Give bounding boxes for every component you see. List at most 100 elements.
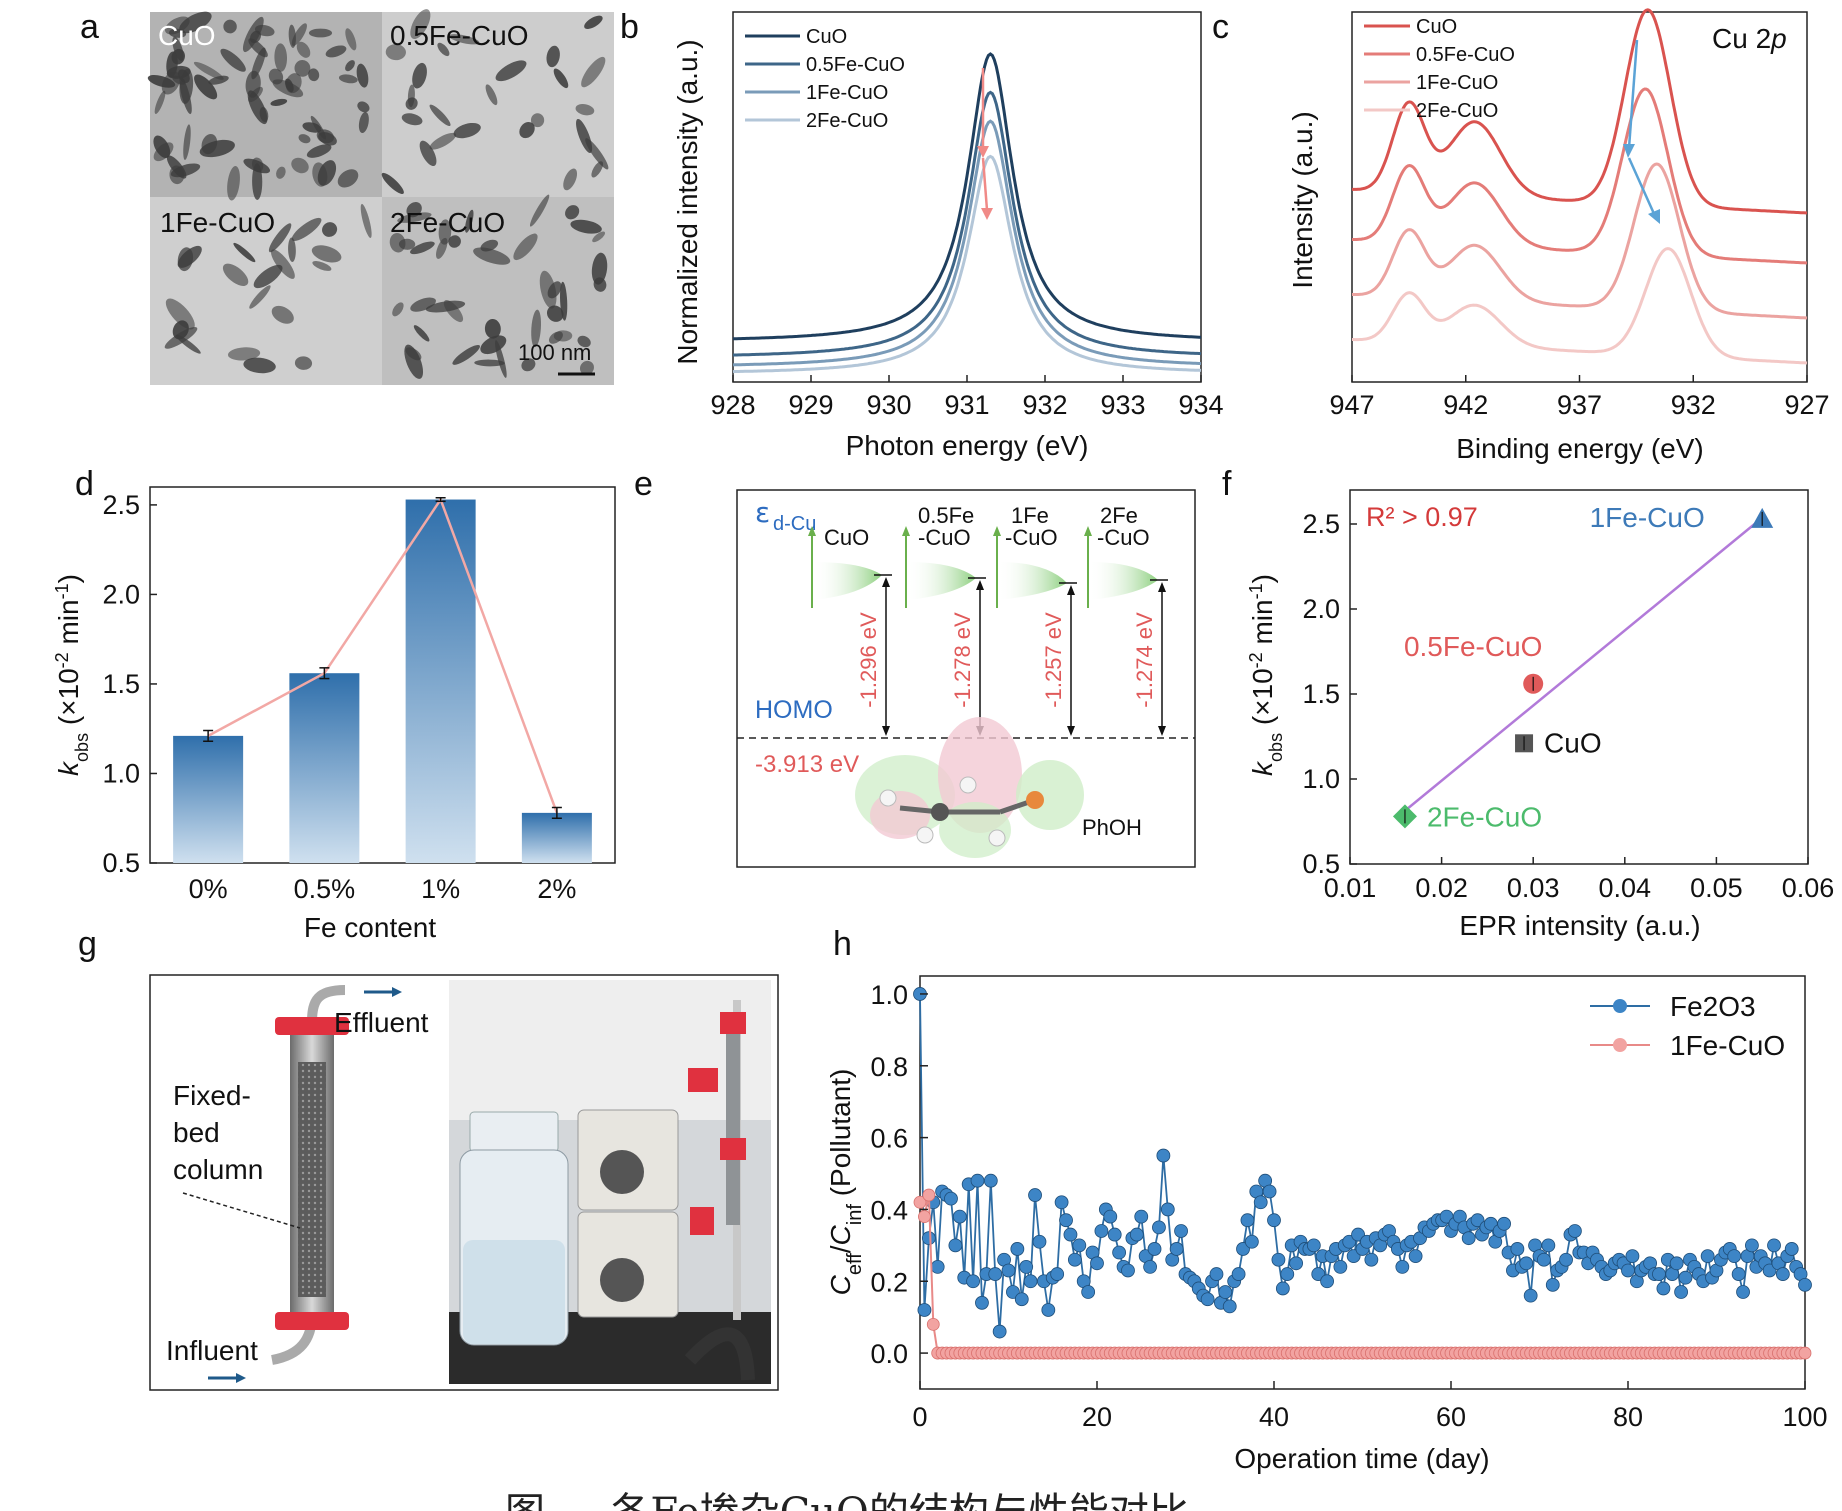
panel-h-1fecuo-point-200 xyxy=(1798,1346,1812,1360)
panel-h-1fecuo-point-2 xyxy=(922,1188,936,1202)
atom-o xyxy=(1026,791,1044,809)
phoh-molecule xyxy=(855,717,1084,858)
effluent-arrowhead xyxy=(392,987,402,997)
panel-h-fe2o3-point-31 xyxy=(1050,1267,1065,1281)
panel-h-fe2o3-point-85 xyxy=(1289,1256,1304,1271)
panel-h-fe2o3-point-45 xyxy=(1112,1245,1127,1260)
tem-particle-1-17 xyxy=(530,113,545,128)
panel-label-e: e xyxy=(634,465,653,503)
panel-f-xticklabel-4: 0.05 xyxy=(1690,873,1743,903)
panel-b-arrowhead-1 xyxy=(977,146,989,158)
photo-column xyxy=(726,1015,740,1225)
tem-particle-3-21 xyxy=(546,305,564,322)
panel-c-shift-arrow-2 xyxy=(1627,157,1657,217)
panel-h-fe2o3-point-65 xyxy=(1200,1292,1215,1307)
panel-f-r2: R² > 0.97 xyxy=(1366,502,1478,532)
tem-particle-3-25 xyxy=(425,300,466,313)
panel-c-xticklabel-2: 937 xyxy=(1557,390,1602,420)
photo-clamp-1 xyxy=(720,1012,746,1034)
panel-d-bar-3 xyxy=(521,812,592,863)
panel-h-fe2o3-point-188 xyxy=(1745,1238,1759,1253)
panel-d-frame xyxy=(149,486,616,864)
panel-h-fe2o3-point-55 xyxy=(1156,1148,1171,1163)
photo-clamp-4 xyxy=(690,1207,714,1235)
panel-label-d: d xyxy=(75,465,94,503)
panel-d-yticklabel-4: 2.5 xyxy=(102,490,140,520)
panel-h-fe2o3-point-138 xyxy=(1523,1288,1538,1303)
panel-h-yticklabel-1: 0.2 xyxy=(870,1267,908,1297)
panel-h-legend-0: Fe2O3 xyxy=(1670,991,1756,1022)
panel-d-ylabel: kobs (×10-2 min-1) xyxy=(52,574,92,776)
tem-particle-2-21 xyxy=(243,357,276,374)
photo-wall xyxy=(449,980,771,1120)
panel-h-fe2o3-point-137 xyxy=(1519,1256,1534,1271)
panel-c-xlabel: Binding energy (eV) xyxy=(1456,433,1703,464)
panel-h-fe2o3-point-89 xyxy=(1306,1238,1321,1253)
tem-particle-0-27 xyxy=(170,163,201,178)
tem-particle-1-6 xyxy=(410,9,431,40)
e-gap-arrowhead-up-3 xyxy=(1158,582,1166,592)
panel-label-f: f xyxy=(1222,465,1232,503)
tem-particle-0-62 xyxy=(177,69,190,83)
tem-particle-2-20 xyxy=(288,237,296,262)
panel-c-curve-0 xyxy=(1352,8,1808,215)
panel-h-plot xyxy=(913,987,1812,1360)
tem-particle-0-58 xyxy=(285,73,302,94)
tem-particle-0-21 xyxy=(193,61,224,80)
panel-h-fe2o3-point-22 xyxy=(1010,1242,1025,1256)
panel-h-xticklabel-5: 100 xyxy=(1782,1402,1827,1432)
orbital-lobe-4 xyxy=(1016,760,1084,830)
phoh-label: PhOH xyxy=(1082,815,1142,840)
tem-particle-0-66 xyxy=(316,129,334,144)
panel-h-fe2o3-point-56 xyxy=(1160,1202,1175,1217)
column-bottom-cap xyxy=(275,1312,349,1330)
panel-f-ylabel-exp: -2 xyxy=(1246,652,1266,668)
e-sample-2fe-b: -CuO xyxy=(1097,525,1150,550)
panel-c-title-main: Cu 2 xyxy=(1712,23,1771,54)
panel-h-fe2o3-point-160 xyxy=(1621,1263,1635,1278)
tem-particle-3-35 xyxy=(559,281,568,321)
panel-h-fe2o3-point-25 xyxy=(1023,1274,1038,1289)
panel-c-ticks: 947 942 937 932 927 xyxy=(1329,375,1830,420)
panel-h-fe2o3-point-69 xyxy=(1218,1285,1233,1299)
tem-particle-1-22 xyxy=(563,168,578,191)
panel-h-fe2o3-point-36 xyxy=(1072,1238,1087,1253)
panel-e-energy-diagram: ε d-Cu CuO 0.5Fe -CuO 1Fe -CuO 2Fe -CuO … xyxy=(736,489,1196,868)
panel-d-xticklabel-0: 0% xyxy=(189,874,228,904)
tem-particle-1-9 xyxy=(405,97,418,110)
panel-h-fe2o3-point-17 xyxy=(988,1267,1003,1281)
panel-f-ylabel-k: k xyxy=(1247,760,1278,776)
tem-particle-3-32 xyxy=(577,335,591,348)
tem-particle-3-31 xyxy=(465,209,474,233)
tem-particle-0-17 xyxy=(345,60,355,72)
e-dos-3 xyxy=(1089,562,1158,600)
panel-b-xticklabel-3: 931 xyxy=(944,390,989,420)
panel-h-fe2o3-point-7 xyxy=(944,1191,958,1206)
atom-c1 xyxy=(931,803,949,821)
panel-d-bars xyxy=(173,496,592,863)
tem-particle-2-2 xyxy=(311,245,342,263)
tem-particle-2-4 xyxy=(249,285,271,309)
panel-c-legend-2: 1Fe-CuO xyxy=(1416,72,1498,94)
column-top-cap xyxy=(275,1017,349,1035)
homo-energy: -3.913 eV xyxy=(755,751,859,778)
panel-h-fe2o3-point-20 xyxy=(1001,1263,1016,1278)
panel-h-fe2o3-point-12 xyxy=(966,1274,980,1289)
tem-particle-3-0 xyxy=(592,231,606,243)
panel-h-ylabel: Ceff/Cinf (Pollutant) xyxy=(825,1069,866,1296)
tem-particle-2-12 xyxy=(253,264,283,289)
e-sample-cuo: CuO xyxy=(824,525,869,550)
tem-particle-0-18 xyxy=(291,157,309,174)
photo-clamp-3 xyxy=(720,1138,746,1160)
panel-h-fe2o3-point-4 xyxy=(930,1259,945,1274)
tem-particle-1-15 xyxy=(546,45,560,68)
panel-label-g: g xyxy=(78,925,97,963)
panel-f-yticklabel-4: 2.5 xyxy=(1302,509,1340,539)
panel-d-yticklabel-3: 2.0 xyxy=(102,579,140,609)
tem-label-cuo: CuO xyxy=(158,20,216,51)
panel-h-xlabel: Operation time (day) xyxy=(1234,1443,1489,1474)
tem-particle-0-57 xyxy=(276,166,286,179)
tem-particle-0-51 xyxy=(227,165,240,201)
tem-particle-1-8 xyxy=(429,104,451,127)
panel-b-xticklabel-0: 928 xyxy=(710,390,755,420)
